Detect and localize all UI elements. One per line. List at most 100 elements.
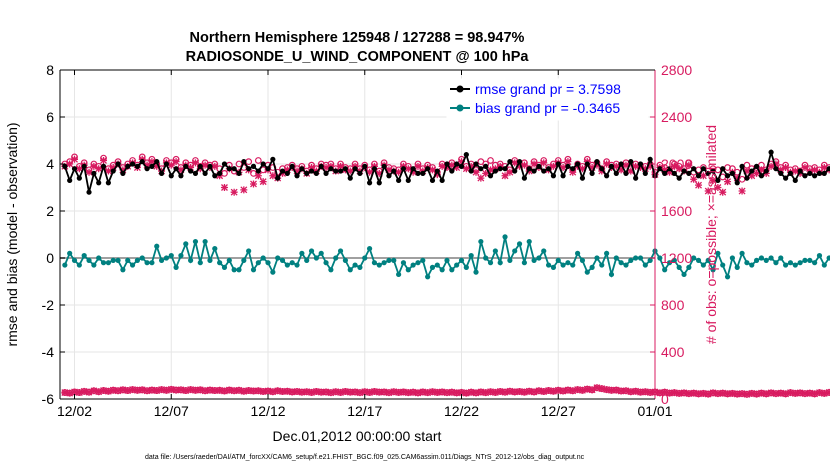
obs-count-bottom-x-point: [516, 387, 524, 395]
obs-count-bottom-x-point: [235, 386, 243, 394]
obs-count-bottom-x-point: [607, 386, 615, 394]
rmse-point: [420, 170, 426, 176]
rmse-point: [415, 170, 421, 176]
rmse-point: [328, 166, 334, 172]
obs-assimilated-x-point: [709, 176, 717, 184]
rmse-point: [729, 170, 735, 176]
bias-point: [604, 250, 610, 256]
obs-assimilated-x-point: [714, 184, 722, 191]
obs-count-bottom-x-point: [322, 388, 330, 396]
bias-point: [821, 262, 827, 268]
bias-point: [536, 255, 542, 261]
obs-count-bottom-x-point: [351, 388, 359, 396]
rmse-point: [512, 168, 518, 174]
obs-count-bottom-x-point: [230, 387, 238, 395]
rmse-point: [270, 156, 276, 162]
obs-count-bottom-x-point: [477, 388, 485, 396]
rmse-point: [720, 166, 726, 172]
rmse-point: [371, 166, 378, 172]
rmse-point: [236, 170, 242, 176]
rmse-point: [125, 163, 131, 169]
obs-count-bottom-x-point: [719, 389, 727, 397]
bias-point: [483, 255, 489, 261]
rmse-point: [76, 175, 82, 181]
rmse-point: [657, 166, 663, 172]
obs-assimilated-x-point: [549, 162, 557, 170]
obs-count-bottom-x-point: [743, 390, 751, 398]
bias-point: [391, 257, 397, 263]
obs-count-bottom-x-point: [201, 387, 209, 395]
rmse-point: [599, 166, 605, 172]
rmse-point: [168, 173, 174, 179]
rmse-point: [275, 175, 281, 181]
bias-point: [628, 257, 634, 263]
bias-point: [405, 267, 411, 273]
bias-point: [294, 262, 300, 268]
rmse-point: [139, 159, 145, 165]
obs-count-bottom-x-point: [801, 390, 809, 398]
obs-count-bottom-x-point: [395, 388, 403, 396]
obs-count-bottom-x-point: [172, 386, 180, 394]
obs-assimilated-x-point: [66, 160, 74, 168]
obs-assimilated-x-point: [520, 161, 528, 169]
bias-point: [512, 248, 518, 254]
obs-assimilated-x-point: [666, 168, 674, 176]
obs-count-bottom-x-point: [733, 390, 741, 398]
rmse-point: [550, 173, 557, 179]
rmse-point: [425, 166, 431, 172]
rmse-point: [342, 166, 349, 172]
obs-count-bottom-x-point: [685, 390, 693, 398]
legend-bias-label: bias grand pr = -0.3465: [475, 100, 620, 116]
bias-point: [802, 257, 808, 263]
obs-count-bottom-x-point: [409, 388, 417, 396]
rmse-point: [289, 163, 295, 169]
obs-count-bottom-x-point: [80, 387, 88, 395]
bias-point: [357, 264, 363, 270]
rmse-point: [405, 177, 411, 184]
obs-count-bottom-x-point: [162, 386, 170, 394]
obs-count-bottom-x-point: [598, 385, 606, 393]
obs-count-bottom-x-point: [380, 388, 388, 396]
obs-count-bottom-x-point: [182, 387, 190, 395]
bias-point: [100, 260, 107, 266]
bias-point: [589, 264, 595, 270]
obs-count-bottom-x-point: [695, 390, 703, 398]
x-tick-label: 12/17: [347, 403, 382, 419]
rmse-point: [333, 168, 339, 174]
rmse-point: [154, 159, 160, 165]
bias-point: [541, 248, 547, 254]
rmse-point: [545, 166, 552, 172]
obs-count-bottom-x-point: [264, 387, 272, 395]
bias-point: [783, 262, 789, 268]
obs-count-bottom-x-point: [545, 387, 553, 395]
bias-point: [768, 255, 774, 261]
bias-point: [657, 255, 663, 261]
obs-assimilated-x-point: [385, 166, 393, 174]
y-tick-label-left: -6: [42, 391, 55, 407]
obs-count-bottom-x-point: [341, 387, 349, 395]
bias-point: [313, 255, 319, 261]
obs-assimilated-x-point: [167, 161, 175, 169]
obs-count-bottom-x-point: [520, 388, 528, 396]
bias-point: [778, 255, 784, 261]
obs-count-bottom-x-point: [308, 388, 316, 396]
rmse-point: [555, 161, 561, 167]
obs-count-bottom-x-point: [337, 388, 345, 396]
bias-point: [671, 257, 677, 263]
obs-count-bottom-x-point: [298, 388, 306, 396]
y-tick-label-right: 400: [661, 344, 685, 360]
bias-point: [270, 269, 276, 275]
bias-point: [797, 260, 803, 266]
obs-count-bottom-x-point: [225, 386, 233, 394]
obs-count-bottom-x-point: [443, 389, 451, 397]
rmse-point: [299, 166, 305, 172]
rmse-point: [400, 166, 407, 172]
obs-count-bottom-x-point: [820, 389, 828, 397]
rmse-point: [502, 166, 508, 172]
bias-point: [429, 264, 436, 270]
obs-assimilated-x-point: [249, 180, 257, 188]
bias-point: [584, 269, 590, 275]
legend-rmse-label: rmse grand pr = 3.7598: [475, 81, 621, 97]
obs-count-bottom-x-point: [491, 388, 499, 396]
